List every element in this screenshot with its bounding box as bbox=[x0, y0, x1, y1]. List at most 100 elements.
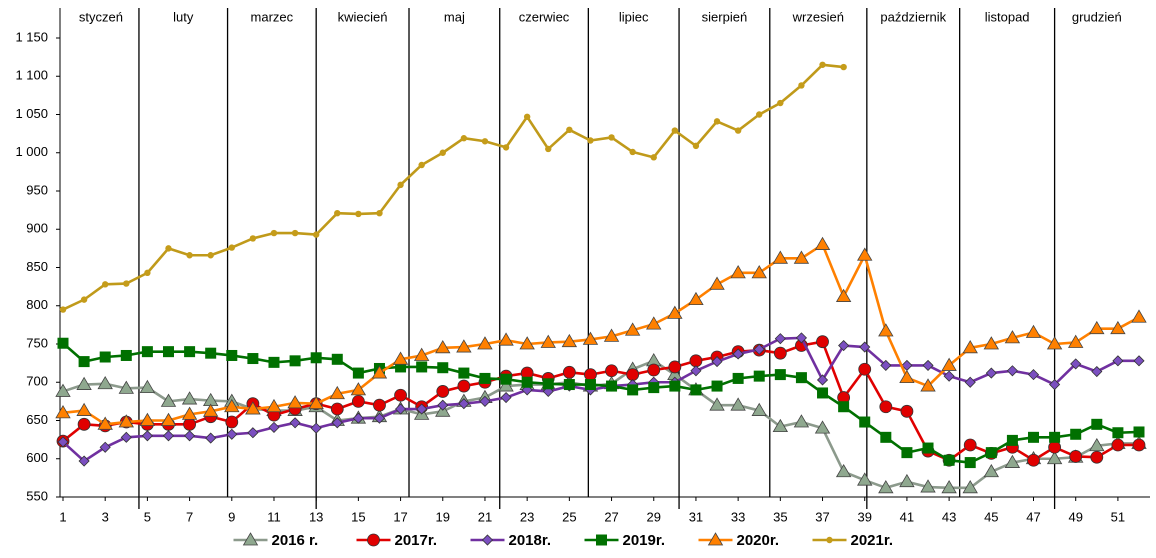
data-point bbox=[1004, 454, 1021, 468]
data-point bbox=[418, 161, 425, 169]
data-point bbox=[624, 322, 641, 336]
data-point bbox=[835, 463, 852, 478]
data-point bbox=[878, 323, 894, 337]
data-point bbox=[941, 357, 957, 371]
month-label: lipiec bbox=[619, 9, 649, 24]
x-tick-label: 25 bbox=[562, 509, 576, 524]
data-point bbox=[266, 398, 282, 413]
data-point bbox=[963, 438, 977, 452]
data-point bbox=[772, 250, 789, 264]
data-point bbox=[962, 480, 978, 494]
data-point bbox=[310, 422, 322, 434]
data-point bbox=[120, 349, 132, 361]
y-tick-label: 700 bbox=[26, 374, 48, 389]
data-point bbox=[1133, 355, 1145, 367]
data-point bbox=[165, 245, 172, 252]
legend-swatch-marker bbox=[707, 532, 724, 546]
data-point bbox=[1028, 431, 1040, 443]
data-point bbox=[392, 351, 409, 365]
x-tick-label: 47 bbox=[1026, 509, 1040, 524]
data-point bbox=[1004, 330, 1021, 344]
data-point bbox=[793, 250, 810, 264]
data-point bbox=[880, 431, 892, 443]
x-tick-label: 39 bbox=[857, 509, 871, 524]
data-point bbox=[123, 280, 130, 287]
data-point bbox=[629, 148, 636, 156]
data-point bbox=[481, 138, 489, 145]
data-point bbox=[498, 332, 514, 346]
data-point bbox=[603, 328, 620, 342]
month-label: grudzień bbox=[1072, 9, 1122, 24]
data-point bbox=[289, 417, 301, 429]
x-tick-label: 31 bbox=[689, 509, 703, 524]
data-point bbox=[880, 359, 892, 371]
data-point bbox=[561, 333, 578, 348]
data-point bbox=[355, 210, 362, 218]
month-label: listopad bbox=[985, 9, 1030, 24]
data-point bbox=[732, 372, 744, 384]
x-tick-label: 33 bbox=[731, 509, 745, 524]
data-point bbox=[814, 236, 831, 250]
data-point bbox=[751, 402, 767, 416]
data-point bbox=[983, 463, 1000, 478]
data-point bbox=[1068, 334, 1084, 348]
data-point bbox=[184, 430, 196, 442]
data-point bbox=[1112, 427, 1124, 439]
data-point bbox=[857, 247, 873, 261]
data-point bbox=[308, 395, 324, 410]
data-point bbox=[77, 417, 91, 431]
data-point bbox=[1070, 358, 1082, 370]
data-point bbox=[627, 384, 639, 396]
data-point bbox=[582, 331, 599, 345]
data-point bbox=[692, 142, 700, 150]
data-point bbox=[1006, 434, 1018, 446]
data-point bbox=[202, 403, 219, 417]
data-point bbox=[646, 316, 662, 330]
data-point bbox=[162, 346, 174, 358]
data-point bbox=[584, 379, 596, 391]
data-point bbox=[795, 332, 807, 344]
data-point bbox=[521, 376, 533, 388]
data-point bbox=[97, 416, 113, 430]
data-point bbox=[312, 231, 320, 238]
x-tick-label: 5 bbox=[144, 509, 151, 524]
data-point bbox=[226, 428, 238, 440]
data-point bbox=[101, 281, 109, 288]
data-point bbox=[1049, 431, 1061, 443]
data-point bbox=[709, 397, 725, 411]
x-tick-label: 21 bbox=[478, 509, 492, 524]
y-tick-label: 1 150 bbox=[15, 29, 48, 44]
data-point bbox=[80, 296, 88, 303]
data-point bbox=[563, 379, 575, 391]
month-label: luty bbox=[173, 9, 194, 24]
legend-item: 2020r. bbox=[698, 532, 779, 549]
x-tick-label: 15 bbox=[351, 509, 365, 524]
data-point bbox=[1112, 355, 1124, 367]
data-point bbox=[943, 454, 955, 466]
data-point bbox=[394, 388, 407, 402]
data-point bbox=[57, 436, 69, 448]
y-tick-label: 900 bbox=[26, 221, 48, 236]
data-point bbox=[186, 252, 193, 259]
data-point bbox=[584, 368, 597, 382]
data-point bbox=[78, 356, 90, 368]
x-tick-label: 35 bbox=[773, 509, 787, 524]
data-point bbox=[373, 398, 386, 412]
data-point bbox=[416, 403, 428, 415]
data-point bbox=[291, 229, 299, 237]
series-line bbox=[62, 63, 844, 311]
x-tick-label: 1 bbox=[59, 509, 66, 524]
x-tick-label: 19 bbox=[436, 509, 450, 524]
data-point bbox=[371, 365, 388, 379]
data-point bbox=[413, 347, 430, 361]
data-point bbox=[205, 347, 217, 359]
data-point bbox=[859, 341, 871, 353]
series-line bbox=[62, 336, 1139, 463]
x-tick-label: 27 bbox=[604, 509, 618, 524]
data-point bbox=[985, 367, 997, 379]
data-point bbox=[500, 373, 512, 385]
data-point bbox=[76, 376, 92, 390]
data-point bbox=[840, 63, 847, 71]
legend-swatch-marker bbox=[826, 536, 833, 544]
